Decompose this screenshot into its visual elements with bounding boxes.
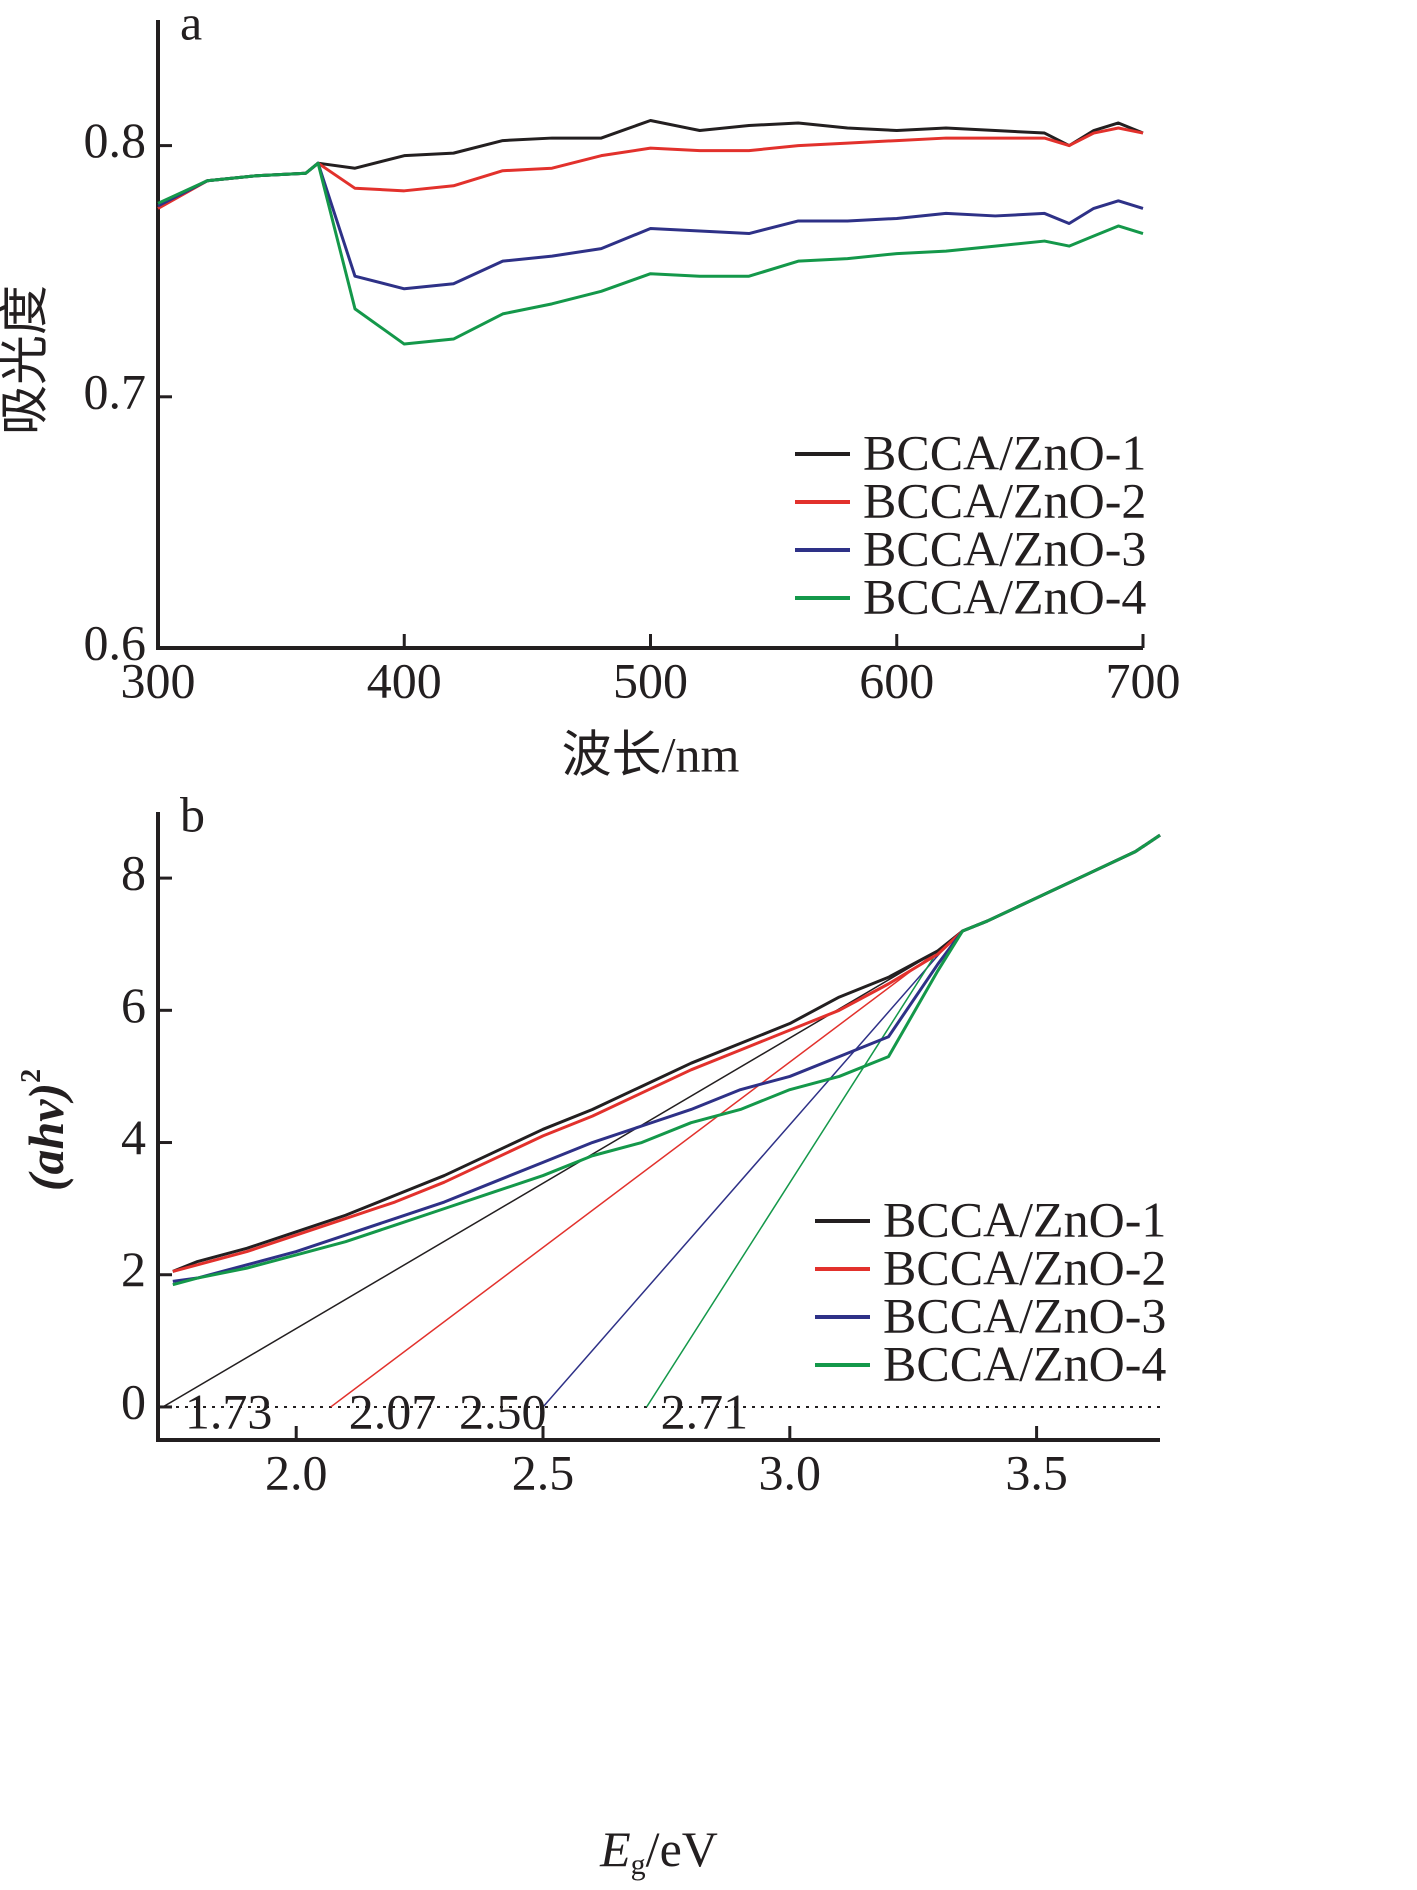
panel-label: a — [180, 0, 202, 50]
x-tick-label: 3.5 — [1005, 1444, 1068, 1500]
x-tick-label: 600 — [859, 652, 934, 708]
series-line — [157, 126, 1144, 210]
y-tick-label: 8 — [121, 845, 146, 901]
y-tick-label: 0.8 — [84, 112, 147, 168]
legend-label: BCCA/ZnO-1 — [883, 1191, 1166, 1247]
x-axis-label: 波长/nm — [562, 726, 740, 782]
y-tick-label: 0 — [121, 1373, 146, 1429]
legend-label: BCCA/ZnO-2 — [863, 472, 1146, 528]
fit-label: 2.07 — [349, 1383, 437, 1439]
fit-label: 2.50 — [459, 1383, 546, 1439]
x-tick-label: 2.5 — [512, 1444, 575, 1500]
y-label-main: (ahv) — [18, 1083, 74, 1191]
y-tick-label: 4 — [121, 1109, 146, 1165]
fit-label: 2.71 — [661, 1383, 749, 1439]
x-label-main: E — [599, 1821, 631, 1877]
x-tick-label: 500 — [613, 652, 688, 708]
y-label-sup: 2 — [16, 1069, 47, 1083]
y-axis-label: 吸光度 — [0, 285, 52, 435]
fit-line — [646, 950, 939, 1408]
x-tick-label: 700 — [1106, 652, 1181, 708]
fit-line — [542, 943, 949, 1408]
legend-label: BCCA/ZnO-3 — [883, 1287, 1166, 1343]
legend-label: BCCA/ZnO-2 — [883, 1239, 1166, 1295]
y-tick-label: 0.7 — [84, 363, 147, 419]
y-axis-label: (ahv)2 — [16, 1069, 74, 1191]
x-axis-label: Eg/eV — [599, 1821, 718, 1880]
x-tick-label: 400 — [367, 652, 442, 708]
y-tick-label: 6 — [121, 977, 146, 1033]
legend-label: BCCA/ZnO-3 — [863, 520, 1146, 576]
series-line — [157, 161, 1144, 291]
x-tick-label: 2.0 — [265, 1444, 328, 1500]
panel-label: b — [180, 786, 205, 842]
fit-line — [330, 950, 939, 1408]
legend-label: BCCA/ZnO-4 — [883, 1335, 1166, 1391]
y-tick-label: 0.6 — [84, 614, 147, 670]
fit-line — [162, 950, 939, 1408]
x-label-rest: /eV — [646, 1821, 718, 1877]
x-tick-label: 3.0 — [759, 1444, 822, 1500]
series-line — [157, 161, 1144, 346]
x-tick-label: 300 — [121, 652, 196, 708]
series-line — [172, 833, 1161, 1287]
x-label-sub: g — [631, 1848, 646, 1881]
legend-label: BCCA/ZnO-4 — [863, 568, 1146, 624]
legend-label: BCCA/ZnO-1 — [863, 424, 1146, 480]
y-tick-label: 2 — [121, 1241, 146, 1297]
series-line — [157, 118, 1144, 208]
fit-label: 1.73 — [185, 1383, 273, 1439]
